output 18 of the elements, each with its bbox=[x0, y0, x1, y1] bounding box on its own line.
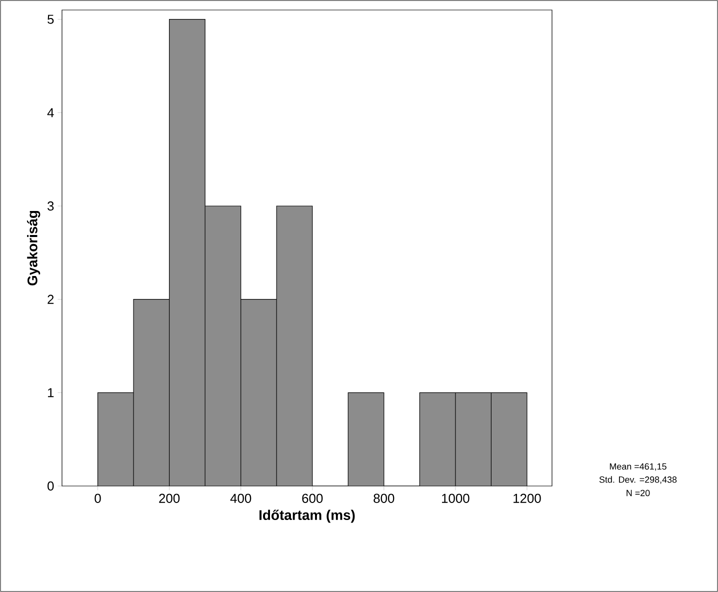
x-tick-label: 600 bbox=[302, 494, 323, 503]
y-tick-label: 0 bbox=[48, 481, 54, 491]
y-axis-title: Gyakoriság bbox=[26, 210, 40, 286]
x-axis-title: Időtartam (ms) bbox=[260, 510, 355, 523]
x-tick-label: 800 bbox=[374, 494, 394, 503]
y-tick-label: 1 bbox=[48, 388, 54, 398]
text: Std. Dev. =298,438 bbox=[599, 476, 677, 484]
y-tick-label: 4 bbox=[47, 108, 54, 118]
x-tick-label: 0 bbox=[94, 494, 101, 503]
x-tick-label: 400 bbox=[230, 494, 252, 503]
text: N =20 bbox=[626, 490, 650, 496]
x-tick-label: 200 bbox=[159, 494, 180, 503]
y-tick-label: 5 bbox=[48, 14, 54, 24]
x-tick-label: 1000 bbox=[442, 494, 470, 503]
text: Mean =461,15 bbox=[610, 463, 666, 471]
y-tick-label: 2 bbox=[48, 294, 54, 304]
x-tick-label: 1200 bbox=[514, 494, 541, 503]
y-tick-label: 3 bbox=[48, 201, 54, 211]
